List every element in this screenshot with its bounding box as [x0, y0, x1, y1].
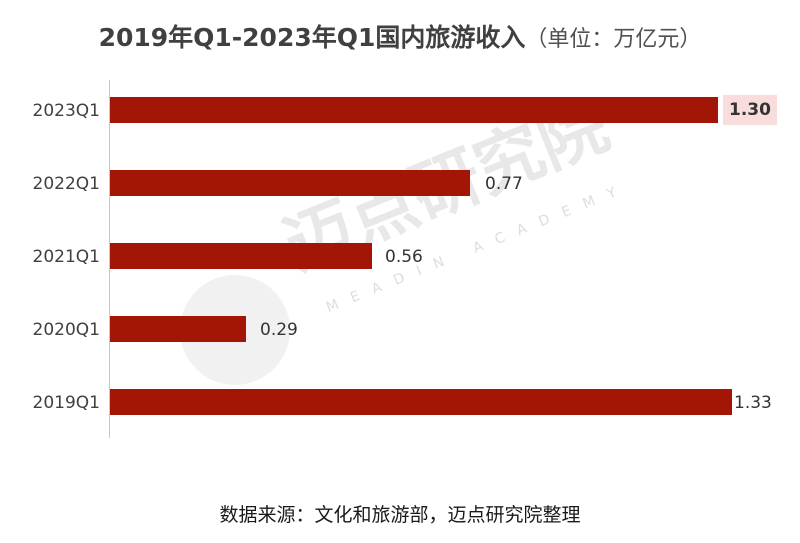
bar-row-2023q1: 2023Q1 1.30 [0, 95, 800, 125]
data-source-note: 数据来源：文化和旅游部，迈点研究院整理 [219, 504, 581, 526]
value-label: 0.56 [385, 247, 423, 267]
chart-title: 2019年Q1-2023年Q1国内旅游收入（单位：万亿元） [0, 18, 800, 54]
bar-row-2021q1: 2021Q1 0.56 [0, 243, 800, 271]
category-label: 2020Q1 [32, 320, 100, 340]
category-label: 2022Q1 [32, 174, 100, 194]
bar-row-2020q1: 2020Q1 0.29 [0, 316, 800, 344]
category-label: 2019Q1 [32, 393, 100, 413]
bar-row-2019q1: 2019Q1 1.33 [0, 389, 800, 417]
bar-2022q1 [110, 170, 470, 196]
value-label: 1.33 [734, 393, 772, 413]
bar-row-2022q1: 2022Q1 0.77 [0, 170, 800, 198]
watermark: 迈点研究院 MEADIN ACADEMY [180, 86, 640, 390]
chart-title-main: 2019年Q1-2023年Q1国内旅游收入 [98, 23, 526, 52]
bar-2023q1 [110, 97, 718, 123]
value-label: 0.29 [260, 320, 298, 340]
category-label: 2021Q1 [32, 247, 100, 267]
category-label: 2023Q1 [32, 101, 100, 121]
category-axis [109, 80, 110, 438]
bar-2021q1 [110, 243, 372, 269]
bar-2020q1 [110, 316, 246, 342]
value-label: 0.77 [485, 174, 523, 194]
chart-title-unit: （单位：万亿元） [525, 27, 702, 52]
value-label-highlighted: 1.30 [723, 95, 777, 125]
bar-2019q1 [110, 389, 732, 415]
